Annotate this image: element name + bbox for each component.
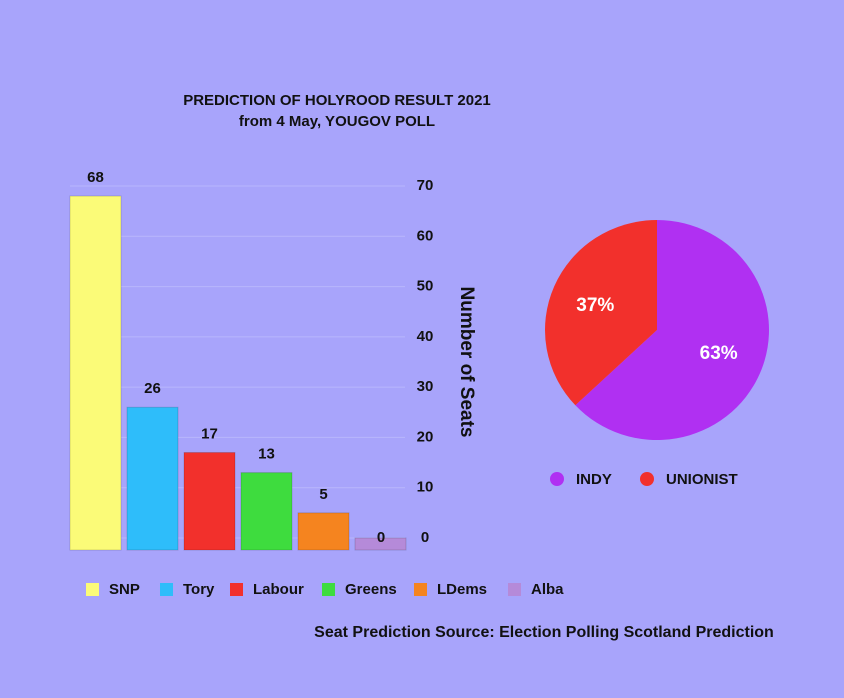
chart-subtitle: from 4 May, YOUGOV POLL: [239, 113, 435, 130]
legend-swatch: [160, 583, 173, 596]
legend-swatch: [550, 472, 564, 486]
legend-label: Labour: [253, 581, 304, 598]
legend-swatch: [86, 583, 99, 596]
data-label: 17: [201, 425, 218, 442]
pie-label: 37%: [576, 295, 614, 316]
data-label: 26: [144, 380, 161, 397]
bar: [354, 537, 407, 551]
data-label: 0: [377, 529, 385, 546]
pie-slice: [575, 220, 770, 440]
legend-label: Tory: [183, 581, 215, 598]
bar: [297, 512, 350, 551]
y-tick-label: 10: [417, 479, 434, 496]
bar: [240, 472, 293, 551]
y-tick-label: 40: [417, 328, 434, 345]
y-tick-label: 20: [417, 428, 434, 445]
legend-label: UNIONIST: [666, 471, 738, 488]
legend-swatch: [322, 583, 335, 596]
pie-label: 63%: [700, 343, 738, 364]
data-label: 5: [319, 486, 327, 503]
data-label: 13: [258, 446, 275, 463]
legend-label: LDems: [437, 581, 487, 598]
legend-label: SNP: [109, 581, 140, 598]
chart-title: PREDICTION OF HOLYROOD RESULT 2021: [183, 92, 491, 109]
bar: [183, 452, 236, 551]
bar: [69, 195, 122, 551]
source-note: Seat Prediction Source: Election Polling…: [314, 624, 774, 641]
legend-swatch: [640, 472, 654, 486]
legend-label: INDY: [576, 471, 612, 488]
y-tick-label: 70: [417, 177, 434, 194]
y-tick-label: 30: [417, 378, 434, 395]
legend-swatch: [508, 583, 521, 596]
y-axis-title: Number of Seats: [456, 287, 477, 438]
y-tick-label: 0: [421, 529, 429, 546]
y-tick-label: 60: [417, 227, 434, 244]
legend-label: Greens: [345, 581, 397, 598]
pie-slice: [545, 220, 657, 406]
legend-swatch: [230, 583, 243, 596]
data-label: 68: [87, 169, 104, 186]
legend-swatch: [414, 583, 427, 596]
y-tick-label: 50: [417, 278, 434, 295]
legend-label: Alba: [531, 581, 564, 598]
bar: [126, 406, 179, 551]
